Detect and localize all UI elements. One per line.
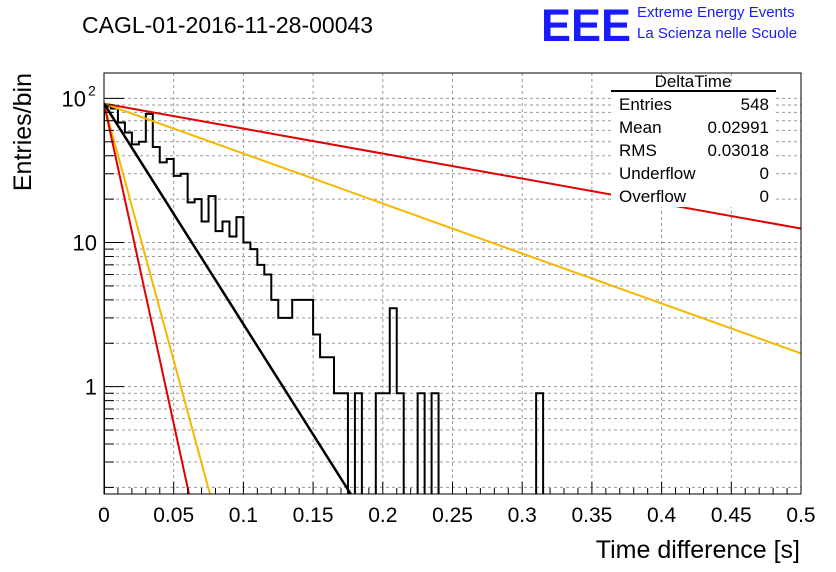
stats-row-label: Underflow [619, 164, 696, 183]
stats-row-label: Overflow [619, 187, 687, 206]
x-tick-label: 0.1 [229, 504, 258, 527]
x-tick-label: 0.05 [153, 504, 194, 527]
red-reference-line [104, 102, 801, 230]
yellow-reference-line [104, 103, 211, 494]
yellow-reference-line [104, 102, 801, 355]
red-reference-line [104, 103, 191, 494]
logo-line-1: Extreme Energy Events [637, 4, 795, 21]
stats-row-value: 548 [741, 95, 769, 114]
x-tick-label: 0.35 [571, 504, 612, 527]
stats-title: DeltaTime [655, 72, 732, 91]
x-tick-label: 0.2 [368, 504, 397, 527]
x-tick-label: 0.15 [293, 504, 334, 527]
stats-box: DeltaTime Entries 548 Mean 0.02991 RMS 0.0301… [611, 72, 776, 207]
x-tick-label: 0.5 [786, 504, 815, 527]
exponential-fit-line [104, 102, 352, 494]
y-tick-label: 10 [73, 231, 97, 256]
stats-row-value: 0.02991 [708, 118, 769, 137]
stats-box-background [611, 83, 776, 207]
y-axis-label: Entries/bin [9, 73, 37, 191]
x-tick-label: 0.4 [647, 504, 677, 527]
y-tick-label: 10 [62, 86, 86, 111]
x-tick-label: 0.45 [711, 504, 752, 527]
x-tick-label: 0 [98, 504, 110, 527]
x-tick-labels: 0 0.05 0.1 0.15 0.2 0.25 0.3 0.35 0.4 0.45 0.5 [98, 504, 815, 527]
y-tick-label: 1 [85, 375, 97, 400]
x-tick-label: 0.3 [508, 504, 537, 527]
plot-series [104, 102, 801, 494]
x-axis-label: Time difference [s] [596, 536, 800, 564]
stats-row-value: 0.03018 [708, 141, 769, 160]
stats-row-label: Mean [619, 118, 662, 137]
stats-row-label: Entries [619, 95, 672, 114]
y-tick-label-exponent: 2 [88, 82, 96, 98]
logo-line-2: La Scienza nelle Scuole [637, 25, 797, 42]
run-title: CAGL-01-2016-11-28-00043 [82, 12, 373, 38]
stats-row-label: RMS [619, 141, 657, 160]
stats-row-value: 0 [760, 187, 769, 206]
eee-logo: EEE [541, 0, 631, 51]
histogram-outline [104, 105, 545, 494]
grid-lines [104, 73, 801, 494]
axis-ticks [103, 97, 802, 494]
stats-row-value: 0 [760, 164, 769, 183]
x-tick-label: 0.25 [432, 504, 473, 527]
